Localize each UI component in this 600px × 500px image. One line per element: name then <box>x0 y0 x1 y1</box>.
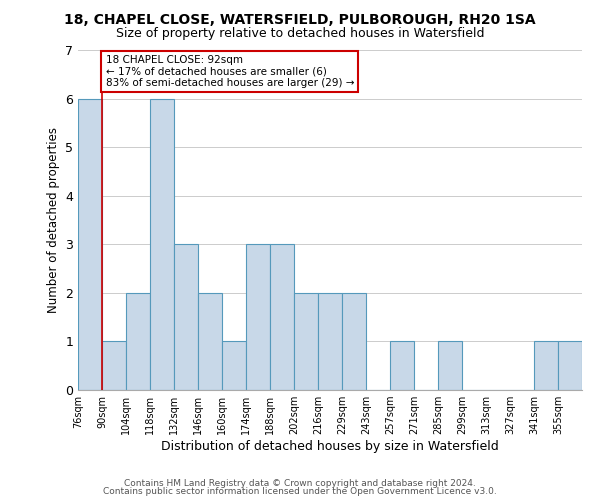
Bar <box>534 342 558 390</box>
Y-axis label: Number of detached properties: Number of detached properties <box>47 127 59 313</box>
Bar <box>390 342 414 390</box>
Bar <box>294 293 318 390</box>
Text: 18, CHAPEL CLOSE, WATERSFIELD, PULBOROUGH, RH20 1SA: 18, CHAPEL CLOSE, WATERSFIELD, PULBOROUG… <box>64 12 536 26</box>
Bar <box>126 293 150 390</box>
X-axis label: Distribution of detached houses by size in Watersfield: Distribution of detached houses by size … <box>161 440 499 453</box>
Bar <box>198 293 222 390</box>
Bar <box>246 244 270 390</box>
Text: Size of property relative to detached houses in Watersfield: Size of property relative to detached ho… <box>116 28 484 40</box>
Bar <box>222 342 246 390</box>
Bar <box>318 293 342 390</box>
Bar <box>174 244 198 390</box>
Text: 18 CHAPEL CLOSE: 92sqm
← 17% of detached houses are smaller (6)
83% of semi-deta: 18 CHAPEL CLOSE: 92sqm ← 17% of detached… <box>106 55 354 88</box>
Text: Contains HM Land Registry data © Crown copyright and database right 2024.: Contains HM Land Registry data © Crown c… <box>124 478 476 488</box>
Bar <box>438 342 462 390</box>
Bar <box>270 244 294 390</box>
Bar <box>78 98 102 390</box>
Bar <box>150 98 174 390</box>
Bar <box>558 342 582 390</box>
Bar <box>342 293 366 390</box>
Bar <box>102 342 126 390</box>
Text: Contains public sector information licensed under the Open Government Licence v3: Contains public sector information licen… <box>103 487 497 496</box>
